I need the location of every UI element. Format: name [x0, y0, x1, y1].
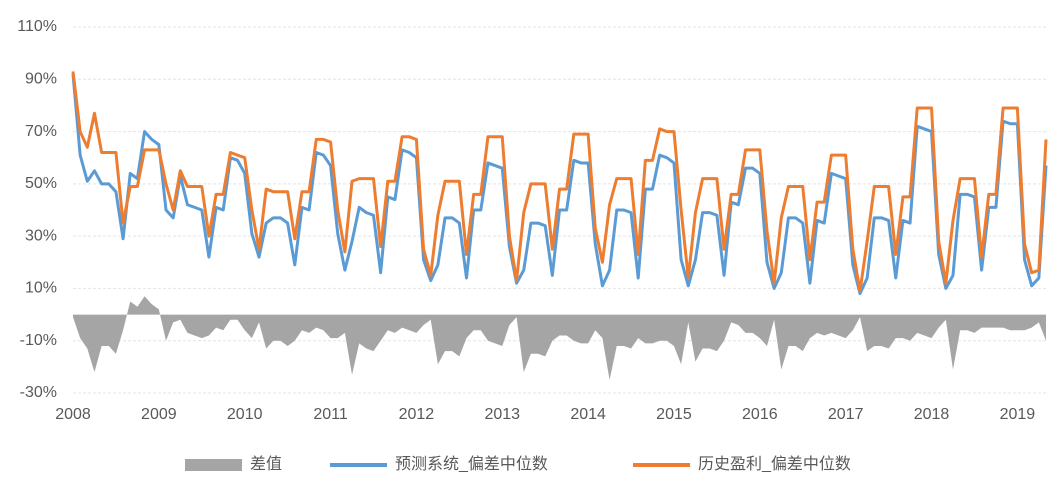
y-tick-label: 30% — [25, 227, 57, 244]
line — [71, 73, 1048, 296]
y-tick-label: 70% — [25, 123, 57, 140]
y-tick-label: -30% — [20, 384, 57, 401]
legend-label: 历史盈利_偏差中位数 — [698, 455, 851, 473]
y-tick-label: -10% — [20, 332, 57, 349]
y-tick-label: 90% — [25, 71, 57, 88]
y-tick-label: 10% — [25, 280, 57, 297]
legend-label: 差值 — [250, 455, 282, 473]
x-tick-label: 2011 — [313, 406, 348, 423]
x-tick-label: 2012 — [399, 406, 435, 423]
x-tick-label: 2013 — [484, 406, 520, 423]
x-tick-label: 2009 — [141, 406, 177, 423]
x-tick-label: 2008 — [55, 406, 91, 423]
x-tick-label: 2010 — [227, 406, 263, 423]
y-tick-label: 50% — [25, 175, 57, 192]
area — [73, 296, 1046, 380]
x-tick-label: 2015 — [656, 406, 692, 423]
y-tick-label: 110% — [17, 18, 57, 35]
x-tick-label: 2016 — [742, 406, 778, 423]
x-tick-label: 2017 — [828, 406, 864, 423]
line — [71, 71, 1048, 293]
x-tick-label: 2019 — [1000, 406, 1036, 423]
legend-label: 预测系统_偏差中位数 — [395, 455, 548, 473]
x-tick-label: 2014 — [570, 406, 606, 423]
x-tick-label: 2018 — [914, 406, 950, 423]
legend-swatch — [185, 459, 242, 471]
